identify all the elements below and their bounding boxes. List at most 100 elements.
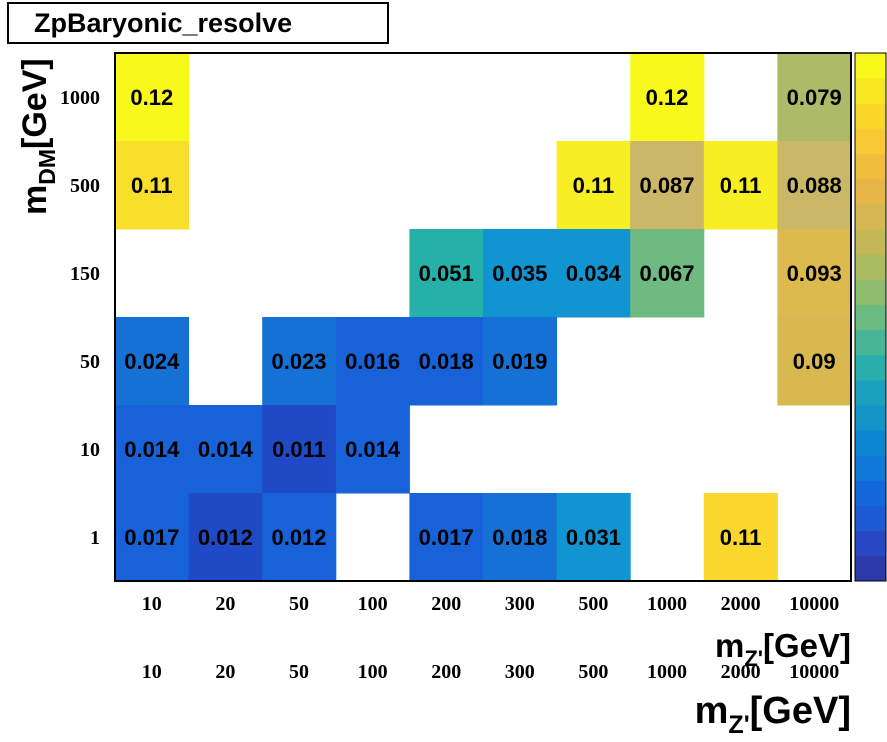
heatmap-cell bbox=[703, 141, 778, 230]
cell-value-label: 0.023 bbox=[271, 349, 326, 374]
cell-value-label: 0.12 bbox=[130, 85, 173, 110]
heatmap-cell bbox=[777, 141, 852, 230]
x-axis-title-duplicate-main: m bbox=[695, 690, 729, 732]
palette-swatch bbox=[855, 153, 886, 180]
cell-value-label: 0.034 bbox=[566, 261, 622, 286]
x-axis-title: mZ'[GeV] bbox=[715, 627, 851, 671]
heatmap-cell bbox=[188, 405, 263, 494]
y-axis-title-main: m bbox=[16, 185, 54, 215]
palette-swatch bbox=[855, 530, 886, 557]
cell-value-label: 0.11 bbox=[720, 173, 762, 198]
palette-swatch bbox=[855, 203, 886, 230]
heatmap-cell bbox=[115, 493, 190, 582]
x-tick-label-duplicate: 200 bbox=[431, 661, 461, 683]
palette-swatch bbox=[855, 279, 886, 305]
palette-swatch bbox=[855, 128, 886, 155]
heatmap-cell bbox=[115, 53, 190, 142]
palette-swatch bbox=[855, 379, 886, 406]
cell-value-labels: 0.12 0.12 0.079 0.11 0.11 0.087 0.11 0.088 0.051… bbox=[124, 85, 841, 550]
chart-title: ZpBaryonic_resolve bbox=[34, 8, 292, 38]
heatmap-cell bbox=[262, 405, 337, 494]
cell-value-label: 0.011 bbox=[272, 437, 326, 462]
cell-value-label: 0.12 bbox=[646, 85, 689, 110]
heatmap-cell bbox=[630, 141, 705, 230]
cell-value-label: 0.11 bbox=[131, 173, 173, 198]
heatmap-cell bbox=[483, 229, 558, 318]
cell-value-label: 0.014 bbox=[124, 437, 180, 462]
palette-frame bbox=[854, 52, 887, 582]
cell-value-label: 0.031 bbox=[566, 525, 621, 550]
x-axis-title-duplicate-sub: Z' bbox=[728, 711, 749, 739]
y-tick-label: 150 bbox=[70, 263, 100, 285]
cell-value-label: 0.012 bbox=[271, 525, 326, 550]
heatmap-cell bbox=[335, 405, 410, 494]
palette-swatch bbox=[855, 103, 886, 129]
cell-value-label: 0.051 bbox=[419, 261, 474, 286]
heatmap-cell bbox=[483, 317, 558, 406]
heatmap-cell bbox=[777, 317, 852, 406]
cell-value-label: 0.018 bbox=[492, 525, 547, 550]
x-tick-label: 100 bbox=[358, 593, 388, 615]
heatmap-cell bbox=[409, 493, 484, 582]
heatmap-cell bbox=[115, 141, 190, 230]
cell-value-label: 0.09 bbox=[793, 349, 836, 374]
y-tick-label: 50 bbox=[80, 351, 100, 373]
y-axis-title-unit: [GeV] bbox=[16, 58, 54, 149]
y-axis-title-sub: DM bbox=[34, 149, 60, 185]
cell-value-label: 0.019 bbox=[492, 349, 547, 374]
x-tick-label: 500 bbox=[578, 593, 608, 615]
palette-swatch bbox=[855, 78, 886, 104]
palette-swatch bbox=[855, 405, 886, 431]
cell-value-label: 0.012 bbox=[198, 525, 253, 550]
color-palette bbox=[855, 53, 886, 582]
heatmap-cell bbox=[262, 493, 337, 582]
x-axis-title-sub: Z' bbox=[744, 646, 763, 671]
x-axis-title-main: m bbox=[715, 627, 744, 664]
x-tick-label-duplicate: 10000 bbox=[789, 661, 839, 683]
cell-value-label: 0.087 bbox=[639, 173, 694, 198]
x-tick-label: 1000 bbox=[647, 593, 687, 615]
heatmap-cell bbox=[703, 493, 778, 582]
heatmap-cell bbox=[556, 493, 631, 582]
y-axis-title: mDM[GeV] bbox=[16, 58, 60, 215]
cell-value-label: 0.067 bbox=[639, 261, 694, 286]
cell-value-label: 0.079 bbox=[787, 85, 842, 110]
x-axis-title-unit: [GeV] bbox=[763, 627, 851, 664]
cell-value-label: 0.017 bbox=[124, 525, 179, 550]
cell-value-label: 0.014 bbox=[345, 437, 401, 462]
palette-swatch bbox=[855, 455, 886, 481]
palette-swatch bbox=[855, 430, 886, 456]
y-tick-labels: 1 10 50 150 500 1000 bbox=[60, 87, 100, 549]
cell-value-label: 0.014 bbox=[198, 437, 254, 462]
heatmap-cell bbox=[409, 229, 484, 318]
heatmap-cell bbox=[777, 53, 852, 142]
x-tick-label: 20 bbox=[215, 593, 235, 615]
x-tick-label-duplicate: 500 bbox=[578, 661, 608, 683]
x-tick-label-duplicate: 300 bbox=[505, 661, 535, 683]
palette-swatch bbox=[855, 178, 886, 205]
title-frame bbox=[7, 2, 389, 44]
heatmap-cell bbox=[630, 229, 705, 318]
palette-swatch bbox=[855, 53, 886, 79]
x-tick-label-duplicate: 100 bbox=[358, 661, 388, 683]
cell-value-label: 0.018 bbox=[419, 349, 474, 374]
x-tick-label-duplicate: 1000 bbox=[647, 661, 687, 683]
cell-value-label: 0.017 bbox=[419, 525, 474, 550]
palette-swatch bbox=[855, 480, 886, 507]
x-tick-label: 10000 bbox=[789, 593, 839, 615]
heatmap-cell bbox=[556, 141, 631, 230]
heatmap-cell bbox=[777, 229, 852, 318]
cell-value-label: 0.093 bbox=[787, 261, 842, 286]
cell-value-label: 0.016 bbox=[345, 349, 400, 374]
plot-frame bbox=[114, 52, 852, 582]
palette-swatch bbox=[855, 354, 886, 381]
x-tick-label: 10 bbox=[142, 593, 162, 615]
x-tick-label: 50 bbox=[289, 593, 309, 615]
cell-value-label: 0.11 bbox=[720, 525, 762, 550]
heatmap-cell bbox=[115, 317, 190, 406]
y-tick-label: 500 bbox=[70, 175, 100, 197]
palette-swatch bbox=[855, 304, 886, 331]
x-tick-label-duplicate: 50 bbox=[289, 661, 309, 683]
chart-title-box: ZpBaryonic_resolve bbox=[7, 2, 389, 44]
